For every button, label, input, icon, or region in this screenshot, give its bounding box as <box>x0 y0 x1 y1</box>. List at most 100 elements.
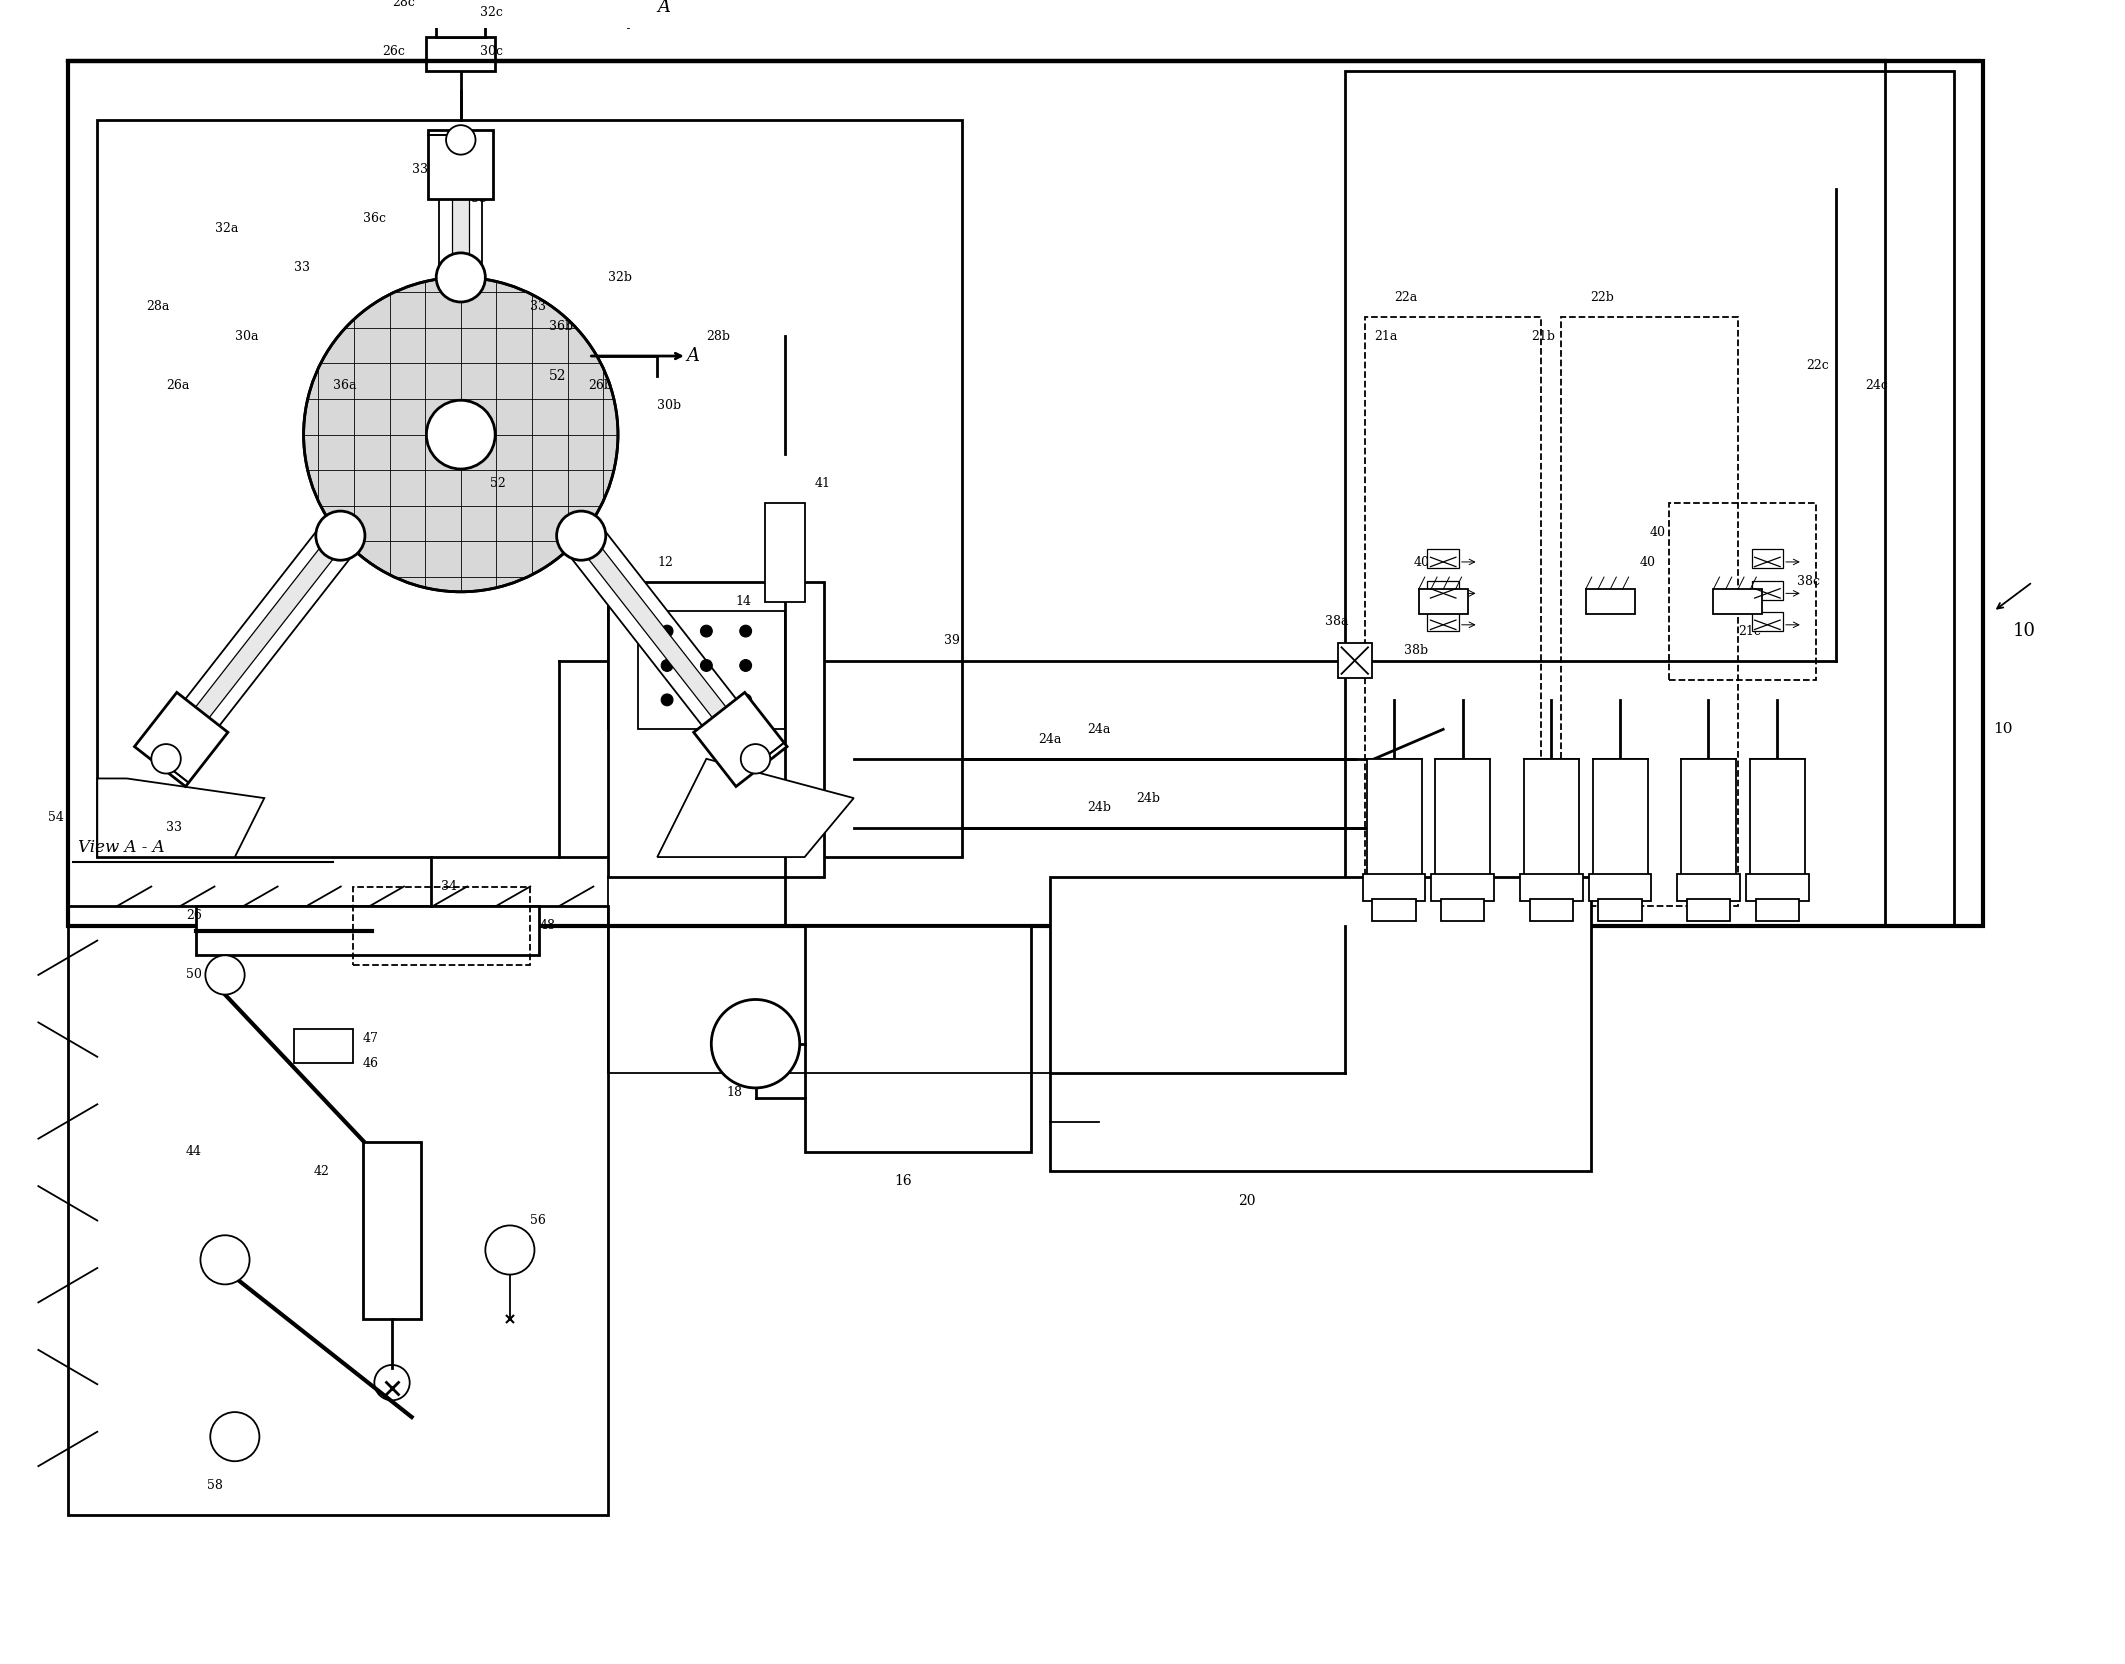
Bar <box>1598 899 1643 920</box>
Bar <box>1749 759 1804 877</box>
Bar <box>1420 589 1468 614</box>
Circle shape <box>427 401 495 469</box>
Bar <box>1590 874 1651 902</box>
Bar <box>1441 899 1485 920</box>
Circle shape <box>323 518 357 554</box>
Polygon shape <box>429 130 493 198</box>
Text: 40: 40 <box>1640 556 1655 569</box>
Text: 33: 33 <box>412 163 427 176</box>
Text: 24a: 24a <box>1088 722 1111 735</box>
Circle shape <box>484 1225 536 1275</box>
Bar <box>1562 316 1738 907</box>
Text: 46: 46 <box>363 1057 378 1070</box>
Bar <box>1755 899 1798 920</box>
Text: 33: 33 <box>166 820 183 834</box>
Text: 36c: 36c <box>363 211 385 225</box>
Bar <box>427 37 495 72</box>
Text: 33: 33 <box>470 193 487 205</box>
Circle shape <box>557 511 606 561</box>
Circle shape <box>740 626 752 637</box>
Bar <box>436 0 485 37</box>
Bar <box>1434 759 1490 877</box>
Text: 34: 34 <box>442 880 457 894</box>
Text: 28b: 28b <box>706 329 731 343</box>
Text: 44: 44 <box>185 1145 202 1158</box>
Bar <box>1677 874 1740 902</box>
Text: 30b: 30b <box>657 399 682 411</box>
Circle shape <box>661 626 674 637</box>
Text: 36b: 36b <box>548 319 574 333</box>
Circle shape <box>317 511 366 561</box>
Bar <box>196 907 540 955</box>
Circle shape <box>740 694 752 706</box>
Bar <box>1373 899 1415 920</box>
Text: 33: 33 <box>529 301 546 313</box>
Bar <box>1428 549 1460 567</box>
Circle shape <box>210 1413 259 1461</box>
Bar <box>1592 759 1647 877</box>
Bar <box>1524 759 1579 877</box>
Text: 24a: 24a <box>1039 732 1062 745</box>
Polygon shape <box>159 531 346 764</box>
Circle shape <box>701 659 712 671</box>
Circle shape <box>740 659 752 671</box>
Text: 22b: 22b <box>1590 291 1615 303</box>
Circle shape <box>319 514 361 557</box>
Bar <box>1668 504 1817 681</box>
Polygon shape <box>574 531 763 764</box>
Circle shape <box>200 1235 249 1285</box>
Circle shape <box>436 253 485 301</box>
Text: 32c: 32c <box>480 5 504 18</box>
Text: 26: 26 <box>185 910 202 922</box>
Circle shape <box>742 744 769 774</box>
Bar <box>1751 549 1783 567</box>
Bar <box>805 925 1031 1151</box>
Text: 38b: 38b <box>1405 644 1428 657</box>
Circle shape <box>440 256 482 300</box>
Text: 32a: 32a <box>215 221 238 235</box>
Circle shape <box>446 125 476 155</box>
Text: 10: 10 <box>2012 622 2036 641</box>
Text: 39: 39 <box>944 634 960 647</box>
Text: 38a: 38a <box>1326 614 1349 627</box>
Bar <box>1519 874 1583 902</box>
Text: 12: 12 <box>657 556 674 569</box>
Text: 21a: 21a <box>1375 329 1398 343</box>
Text: 20: 20 <box>1239 1193 1256 1208</box>
Bar <box>293 1028 353 1063</box>
Text: View A - A: View A - A <box>79 839 164 855</box>
Bar <box>1713 589 1762 614</box>
Polygon shape <box>98 779 264 857</box>
Polygon shape <box>563 522 774 772</box>
Bar <box>1366 759 1422 877</box>
Text: 50: 50 <box>185 968 202 982</box>
Bar <box>1345 72 1955 925</box>
Text: 52: 52 <box>548 369 567 383</box>
Circle shape <box>206 955 244 995</box>
Circle shape <box>444 260 478 295</box>
Bar <box>638 611 784 729</box>
Text: 52: 52 <box>491 478 506 491</box>
Text: A: A <box>686 348 699 364</box>
Text: 22c: 22c <box>1806 359 1830 373</box>
Bar <box>1364 316 1541 907</box>
Text: 14: 14 <box>735 596 752 607</box>
Text: 26b: 26b <box>589 379 612 393</box>
Text: 47: 47 <box>363 1032 378 1045</box>
Bar <box>1747 874 1808 902</box>
Bar <box>68 62 1983 925</box>
Bar <box>1337 644 1373 677</box>
Circle shape <box>661 659 674 671</box>
Text: 16: 16 <box>895 1175 912 1188</box>
Bar <box>1751 581 1783 599</box>
Text: 21c: 21c <box>1738 624 1762 637</box>
Text: 28c: 28c <box>391 0 414 8</box>
Polygon shape <box>134 692 227 787</box>
Circle shape <box>559 514 603 557</box>
Text: 24b: 24b <box>1088 802 1111 814</box>
Bar <box>608 582 825 877</box>
Polygon shape <box>693 692 786 787</box>
Text: 32b: 32b <box>608 271 631 285</box>
Text: 58: 58 <box>208 1479 223 1493</box>
Bar <box>1362 874 1426 902</box>
